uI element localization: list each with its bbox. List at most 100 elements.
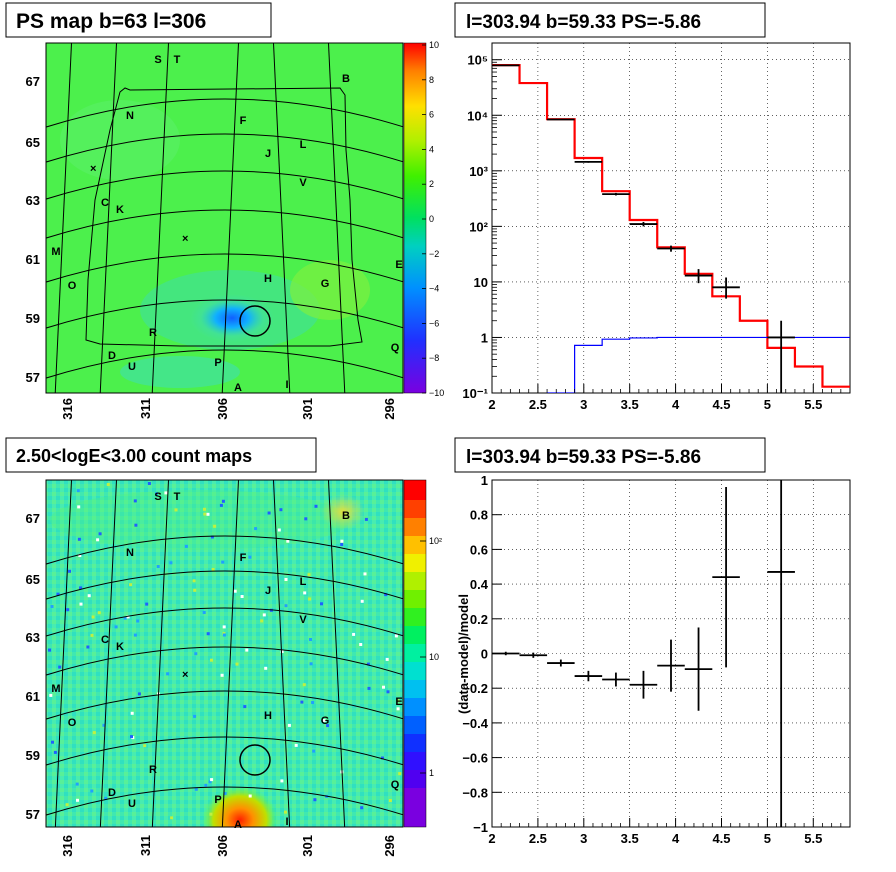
map-y-tick-label: 65 (26, 572, 40, 587)
spectrum-x-tick-label: 4 (672, 397, 680, 412)
count-pixel (102, 723, 106, 727)
count-pixel (220, 673, 224, 677)
ps-map-cross-2: × (90, 163, 96, 175)
residual-y-tick-label: 0.6 (470, 542, 488, 557)
count-pixel (287, 723, 291, 727)
count-colorbar-label: 10² (429, 536, 442, 546)
source-label-b: B (342, 73, 350, 85)
map-x-tick-label: 296 (382, 398, 397, 420)
map-x-tick-label: 301 (300, 835, 315, 857)
count-source-A-blob (202, 786, 278, 827)
spectrum-plot (492, 64, 850, 393)
count-pixel (221, 499, 225, 503)
count-pixel (130, 735, 133, 739)
count-pixel (210, 658, 213, 662)
map-x-tick-label: 311 (138, 835, 153, 856)
source-label-i: I (285, 816, 288, 828)
count-pixel (311, 701, 315, 704)
ps-colorbar-label: 4 (429, 144, 434, 154)
ps-map-region-outline (85, 87, 363, 347)
ps-colorbar-label: −8 (429, 353, 439, 363)
count-pixel (206, 632, 210, 636)
count-pixel (284, 578, 288, 581)
source-label-c: C (101, 197, 109, 209)
source-label-p: P (214, 794, 221, 806)
count-pixel (97, 611, 101, 615)
count-map-cross: × (182, 669, 188, 681)
source-label-n: N (126, 547, 134, 559)
spectrum-y-tick-label: 10⁵ (467, 53, 488, 68)
count-pixel (303, 591, 307, 595)
map-y-tick-label: 61 (26, 689, 40, 704)
count-colorbar (403, 479, 427, 828)
count-pixel (90, 633, 94, 637)
ps-map-cross-1: × (182, 233, 188, 245)
count-pixel (194, 652, 198, 656)
count-pixel (367, 686, 371, 690)
residual-x-tick-label: 3.5 (621, 831, 639, 846)
count-pixel (68, 569, 71, 573)
count-pixel (155, 492, 158, 496)
spectrum-y-tick-label: 1 (481, 330, 488, 345)
residual-y-tick-label: 0.8 (470, 508, 488, 523)
source-label-c: C (101, 634, 109, 646)
source-label-q: Q (391, 342, 400, 354)
count-pixel (307, 573, 311, 577)
count-pixel (77, 505, 81, 509)
ps-colorbar (403, 42, 427, 394)
ps-colorbar-label: −4 (429, 284, 439, 294)
map-y-tick-label: 57 (26, 370, 40, 385)
count-pixel (254, 527, 258, 531)
spectrum-y-tick-label: 10⁻¹ (462, 386, 488, 401)
source-label-g: G (321, 278, 330, 290)
map-y-tick-label: 67 (26, 74, 40, 89)
count-pixel (76, 798, 79, 802)
residual-y-tick-label: −0.6 (462, 751, 488, 766)
ps-map-x-ticks: 316 311 306 301 296 (60, 398, 397, 420)
count-pixel (164, 491, 168, 495)
count-pixel (309, 638, 312, 641)
count-pixel (360, 806, 364, 810)
ps-colorbar-label: −10 (429, 388, 444, 398)
count-pixel (280, 650, 284, 653)
source-label-d: D (108, 350, 116, 362)
count-pixel (87, 594, 91, 598)
count-pixel (366, 662, 370, 666)
count-pixel (385, 657, 389, 661)
count-pixel (308, 597, 312, 601)
count-pixel (352, 632, 356, 636)
residual-axes: 2 2.5 3 3.5 4 4.5 5 5.5 1 0.8 0.6 0.4 0.2 0 −0.2 −0.4 −0… (462, 473, 851, 846)
count-pixel (56, 592, 60, 596)
count-pixel (211, 568, 215, 571)
source-label-m: M (51, 246, 60, 258)
count-pixel (360, 599, 364, 603)
count-pixel (92, 731, 96, 735)
count-colorbar-labels: 10² 10 1 (420, 536, 442, 778)
ps-map-target-circle (239, 305, 271, 337)
count-pixel (203, 512, 207, 516)
spectrum-y-tick-label: 10³ (469, 164, 488, 179)
spectrum-title-box (454, 2, 766, 38)
source-label-j: J (265, 585, 271, 597)
count-pixel (394, 634, 398, 638)
map-y-tick-label: 59 (26, 311, 40, 326)
residual-y-tick-label: −0.4 (462, 716, 488, 731)
count-pixel (91, 615, 95, 619)
count-pixel (233, 589, 237, 593)
count-map-y-ticks: 67 65 63 61 59 57 (26, 511, 40, 822)
count-pixel (277, 528, 281, 532)
count-pixel (279, 508, 283, 512)
count-pixel (388, 799, 392, 802)
residual-title: l=303.94 b=59.33 PS=-5.86 (466, 447, 701, 468)
count-pixel (248, 555, 252, 559)
count-pixel (49, 693, 53, 697)
count-pixel (322, 719, 326, 722)
ps-colorbar-label: 10 (429, 40, 439, 50)
spectrum-x-tick-label: 2.5 (529, 397, 547, 412)
count-pixel (262, 613, 266, 617)
residual-title-box (454, 437, 766, 473)
source-label-o: O (68, 280, 77, 292)
count-pixel (235, 662, 239, 666)
count-pixel (58, 665, 62, 669)
